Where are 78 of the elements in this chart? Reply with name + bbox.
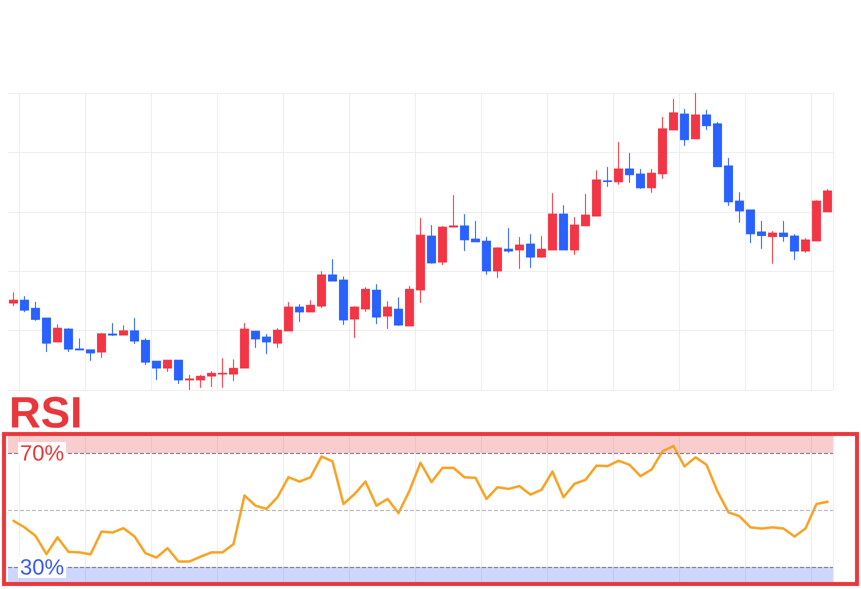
candlestick — [713, 122, 722, 168]
candlestick — [207, 370, 216, 388]
candlestick — [724, 158, 733, 206]
candlestick — [229, 358, 238, 382]
candlestick — [735, 192, 744, 224]
candlestick — [680, 108, 689, 146]
candlestick — [372, 284, 381, 325]
candlestick — [196, 374, 205, 388]
candlestick — [328, 258, 337, 282]
candlestick — [790, 234, 799, 260]
candlestick — [801, 238, 810, 254]
candlestick — [317, 270, 326, 309]
candlestick — [97, 332, 106, 358]
candlestick — [438, 226, 447, 266]
candlestick — [218, 358, 227, 388]
candlestick — [537, 236, 546, 258]
candlestick — [339, 276, 348, 326]
y-tick-label: 70% — [20, 440, 64, 466]
candlestick — [702, 109, 711, 130]
candlestick — [636, 168, 645, 190]
candlestick — [746, 210, 755, 244]
candlestick — [42, 318, 51, 352]
candlestick — [273, 328, 282, 348]
candlestick — [64, 328, 73, 352]
candlestick — [130, 318, 139, 344]
candlestick — [416, 218, 425, 304]
candlestick — [141, 338, 150, 366]
candlestick — [691, 92, 700, 140]
candlestick — [570, 216, 579, 256]
candlestick — [757, 220, 766, 250]
candlestick — [174, 360, 183, 385]
candlestick — [768, 230, 777, 264]
candlestick — [284, 302, 293, 332]
candlestick — [306, 300, 315, 312]
y-tick-label: 30% — [20, 554, 64, 580]
candlestick — [669, 98, 678, 130]
candlestick — [493, 246, 502, 279]
candlestick — [163, 360, 172, 372]
candlestick — [108, 322, 117, 336]
chart-title: RSI — [9, 388, 82, 438]
candlestick — [449, 194, 458, 228]
candlestick — [350, 306, 359, 339]
candlestick — [86, 349, 95, 362]
candlestick — [262, 334, 271, 355]
candlestick — [75, 338, 84, 350]
candlestick — [779, 220, 788, 242]
candlestick — [471, 220, 480, 242]
candlestick — [515, 236, 524, 270]
candlestick — [812, 200, 821, 242]
candlestick — [625, 152, 634, 184]
candlestick — [504, 228, 513, 254]
candlestick — [460, 214, 469, 252]
candlestick — [20, 296, 29, 313]
candlestick — [185, 374, 194, 390]
candlestick — [295, 304, 304, 322]
candlestick — [526, 234, 535, 268]
candlestick — [240, 322, 249, 369]
candlestick — [614, 142, 623, 186]
candlestick — [823, 188, 832, 212]
candlestick — [482, 236, 491, 276]
candlestick — [251, 330, 260, 348]
candlestick — [581, 193, 590, 226]
candlestick — [559, 204, 568, 250]
candlestick — [603, 166, 612, 188]
candlestick — [427, 224, 436, 264]
candlestick — [53, 324, 62, 342]
candlestick — [361, 286, 370, 312]
candlestick — [9, 292, 18, 306]
candlestick — [394, 296, 403, 326]
candlestick — [548, 192, 557, 250]
candlestick — [152, 360, 161, 380]
candlestick — [647, 168, 656, 194]
candlestick — [658, 116, 667, 180]
candlestick — [119, 324, 128, 336]
candlestick — [31, 301, 40, 322]
candlestick — [592, 170, 601, 216]
candlestick — [405, 286, 414, 326]
candlestick — [383, 300, 392, 330]
